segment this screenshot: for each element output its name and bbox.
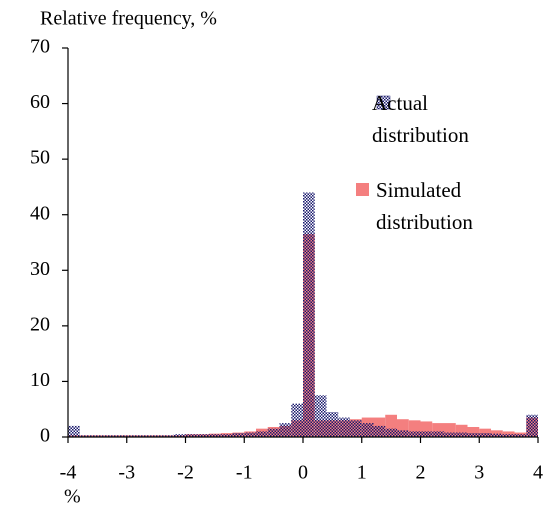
bar xyxy=(68,425,80,437)
y-tick-label: 60 xyxy=(30,91,50,113)
y-tick-label: 70 xyxy=(30,36,50,58)
legend-swatch xyxy=(356,183,369,196)
y-tick-label: 30 xyxy=(30,258,50,280)
y-tick-label: 10 xyxy=(30,369,50,391)
bar xyxy=(373,425,386,437)
bar xyxy=(502,434,515,437)
bar xyxy=(479,433,491,437)
bar xyxy=(432,423,444,437)
y-tick-label: 40 xyxy=(30,202,50,224)
bar xyxy=(455,424,468,437)
bar xyxy=(209,434,221,437)
y-tick-label: 20 xyxy=(30,313,50,335)
bar xyxy=(126,435,139,437)
bar xyxy=(467,426,480,437)
bar xyxy=(115,435,127,437)
bar xyxy=(420,431,433,437)
x-tick-label: -4 xyxy=(60,462,77,484)
bar xyxy=(232,433,245,437)
legend-label: Actual distribution xyxy=(372,91,469,147)
bar xyxy=(220,434,233,437)
bar xyxy=(514,434,527,437)
bar xyxy=(432,431,444,437)
legend-swatch xyxy=(376,95,391,110)
bar xyxy=(173,434,186,437)
x-tick-label: 4 xyxy=(533,462,543,484)
bar xyxy=(408,431,421,437)
bar xyxy=(385,414,397,437)
bar xyxy=(91,435,104,437)
x-tick-label: 0 xyxy=(298,462,308,484)
bar xyxy=(350,420,362,437)
y-tick-label: 50 xyxy=(30,147,50,169)
chart-title: Relative frequency, % xyxy=(40,8,217,30)
legend-label: Simulated distribution xyxy=(376,178,473,234)
bar xyxy=(526,414,538,437)
bar xyxy=(103,435,115,437)
x-tick-label: -3 xyxy=(118,462,135,484)
x-tick-label: -1 xyxy=(236,462,253,484)
bar xyxy=(138,435,151,437)
bar xyxy=(185,434,198,437)
bar xyxy=(162,435,174,437)
y-tick-label: 0 xyxy=(40,425,50,447)
x-tick-label: 3 xyxy=(474,462,484,484)
x-tick-label: 2 xyxy=(416,462,426,484)
bar xyxy=(385,428,397,437)
x-tick-label: -2 xyxy=(177,462,194,484)
bar xyxy=(303,192,315,437)
x-tick-label: 1 xyxy=(357,462,367,484)
bar xyxy=(444,423,456,437)
bar xyxy=(326,411,339,437)
bar xyxy=(150,435,162,437)
bar xyxy=(79,435,92,437)
bar xyxy=(197,434,209,437)
x-axis-label: % xyxy=(64,486,81,508)
bar xyxy=(420,421,433,437)
bar xyxy=(267,428,280,437)
bar xyxy=(397,419,409,437)
bar xyxy=(291,403,303,437)
bar xyxy=(338,417,350,437)
bar xyxy=(467,433,480,437)
bar xyxy=(408,420,421,437)
bar xyxy=(444,432,456,437)
bar xyxy=(479,428,491,437)
bar xyxy=(361,423,374,437)
bar xyxy=(491,433,503,437)
bar xyxy=(244,432,256,437)
bar xyxy=(314,395,327,437)
bar xyxy=(256,431,268,437)
bar xyxy=(279,423,292,437)
bar xyxy=(397,430,409,437)
bar xyxy=(455,432,468,437)
